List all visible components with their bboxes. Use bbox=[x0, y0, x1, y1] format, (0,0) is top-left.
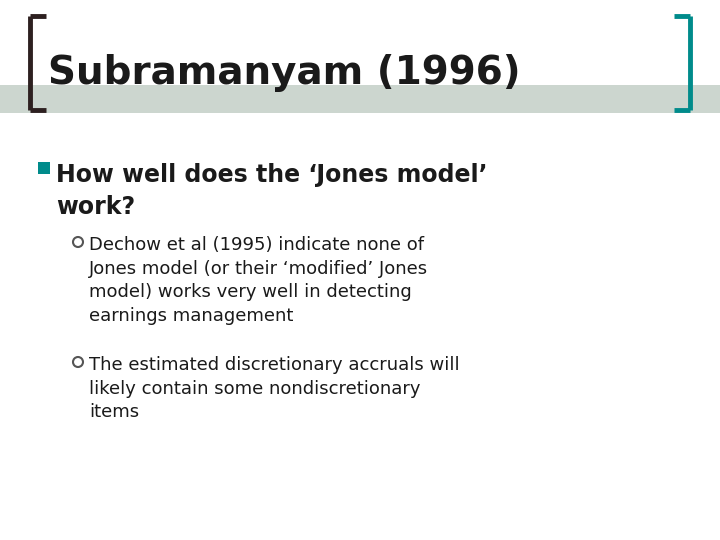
Bar bbox=[38, 162, 50, 174]
Text: The estimated discretionary accruals will
likely contain some nondiscretionary
i: The estimated discretionary accruals wil… bbox=[89, 356, 459, 421]
Text: Dechow et al (1995) indicate none of
Jones model (or their ‘modified’ Jones
mode: Dechow et al (1995) indicate none of Jon… bbox=[89, 236, 428, 325]
Text: Subramanyam (1996): Subramanyam (1996) bbox=[48, 54, 521, 92]
Text: How well does the ‘Jones model’
work?: How well does the ‘Jones model’ work? bbox=[56, 163, 487, 219]
Bar bbox=[0, 85, 720, 113]
